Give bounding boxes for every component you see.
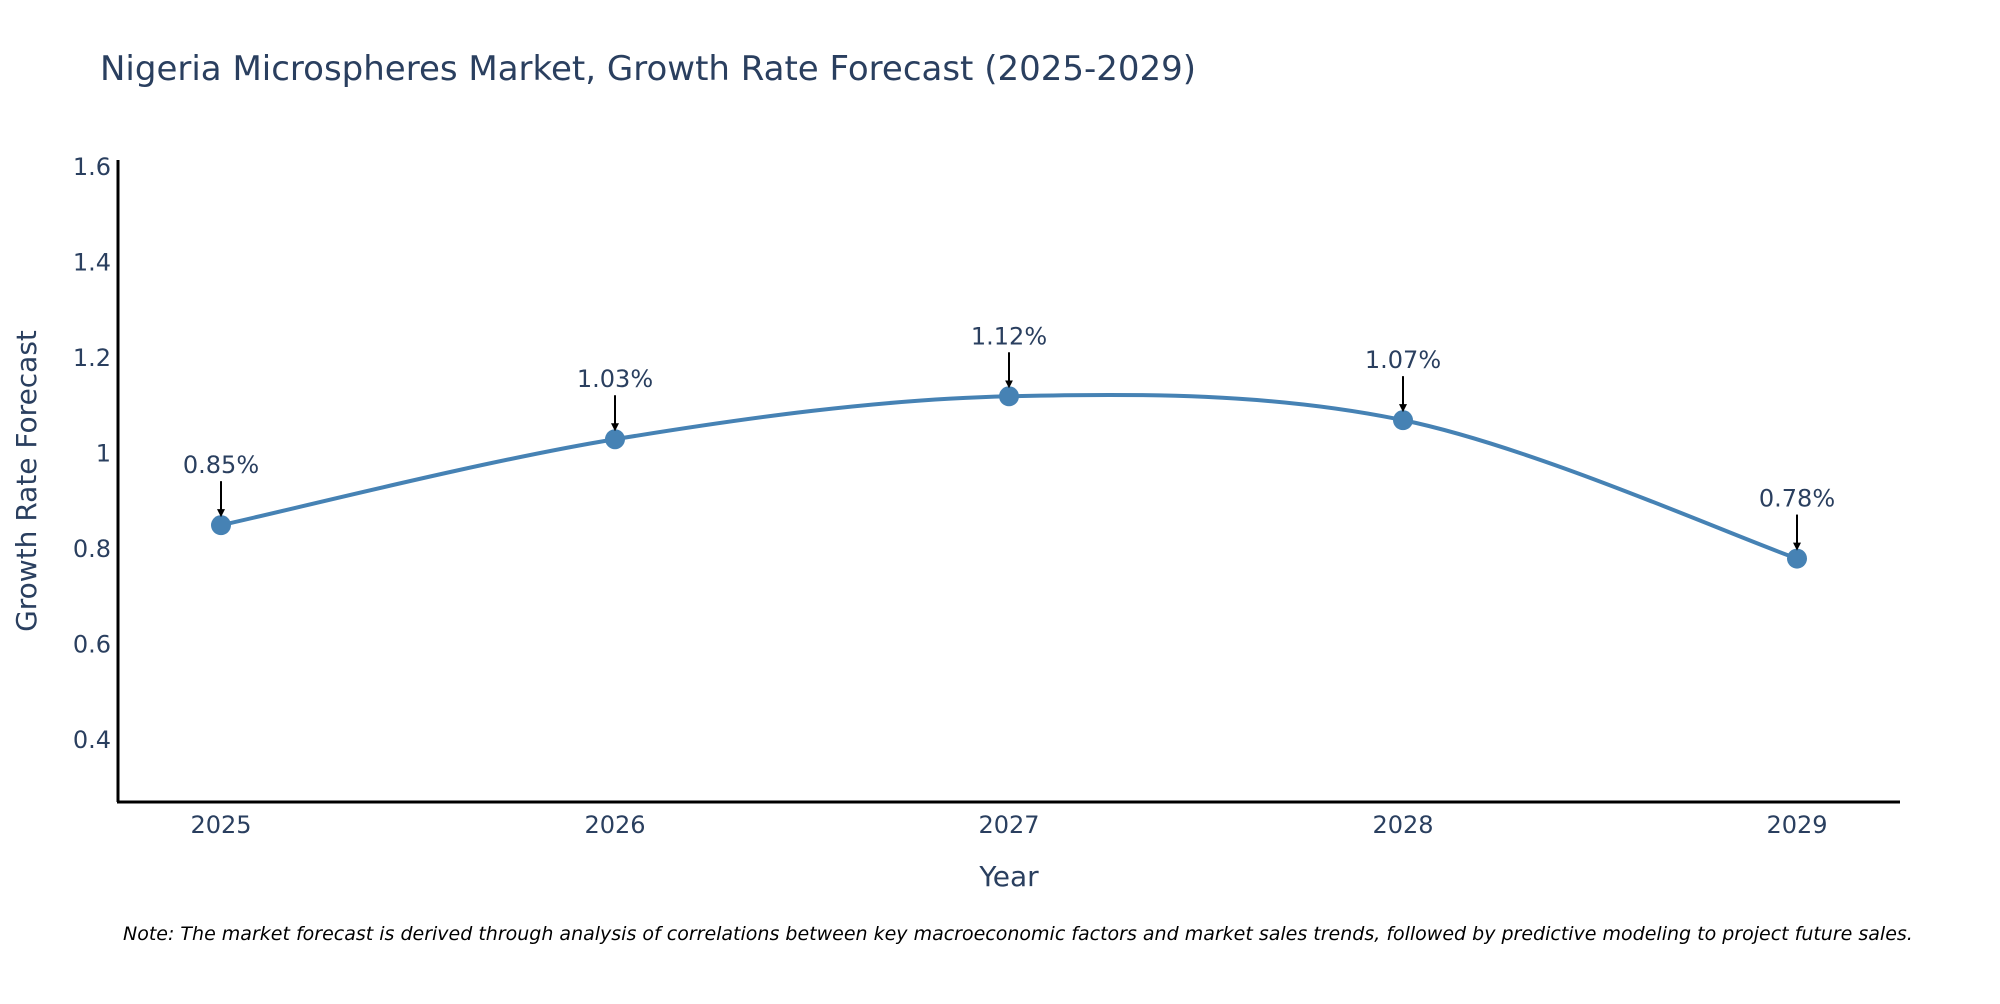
y-tick-label: 1.4 [73,249,111,277]
x-axis-ticks: 2025 2026 2027 2028 2029 [190,811,1827,839]
data-label: 1.03% [577,365,653,393]
y-tick-label: 0.4 [73,726,111,754]
data-annotations: 0.85% 1.03% 1.12% 1.07% 0.78% [183,322,1835,551]
data-label: 0.78% [1759,485,1835,513]
y-axis-ticks: 0.4 0.6 0.8 1 1.2 1.4 1.6 [73,153,111,754]
x-tick-label: 2028 [1372,811,1433,839]
data-label: 1.12% [971,322,1047,350]
data-point [605,429,625,450]
growth-rate-line [219,392,1799,561]
y-tick-label: 1.2 [73,344,111,372]
data-point [1393,410,1413,431]
data-point [999,386,1019,407]
y-tick-label: 0.6 [73,630,111,658]
x-tick-label: 2027 [978,811,1039,839]
x-tick-label: 2026 [584,811,645,839]
y-tick-label: 0.8 [73,535,111,563]
data-label: 0.85% [183,451,259,479]
chart-title: Nigeria Microspheres Market, Growth Rate… [100,49,1196,89]
data-point [211,515,231,536]
x-tick-label: 2029 [1766,811,1827,839]
data-label: 1.07% [1365,346,1441,374]
y-tick-label: 1 [96,440,111,468]
data-point [1787,548,1807,569]
forecast-note: Note: The market forecast is derived thr… [123,923,1913,945]
x-axis-title: Year [978,860,1039,893]
data-markers [211,386,1807,569]
y-tick-label: 1.6 [73,153,111,181]
x-tick-label: 2025 [190,811,251,839]
y-axis-title: Growth Rate Forecast [10,330,43,632]
